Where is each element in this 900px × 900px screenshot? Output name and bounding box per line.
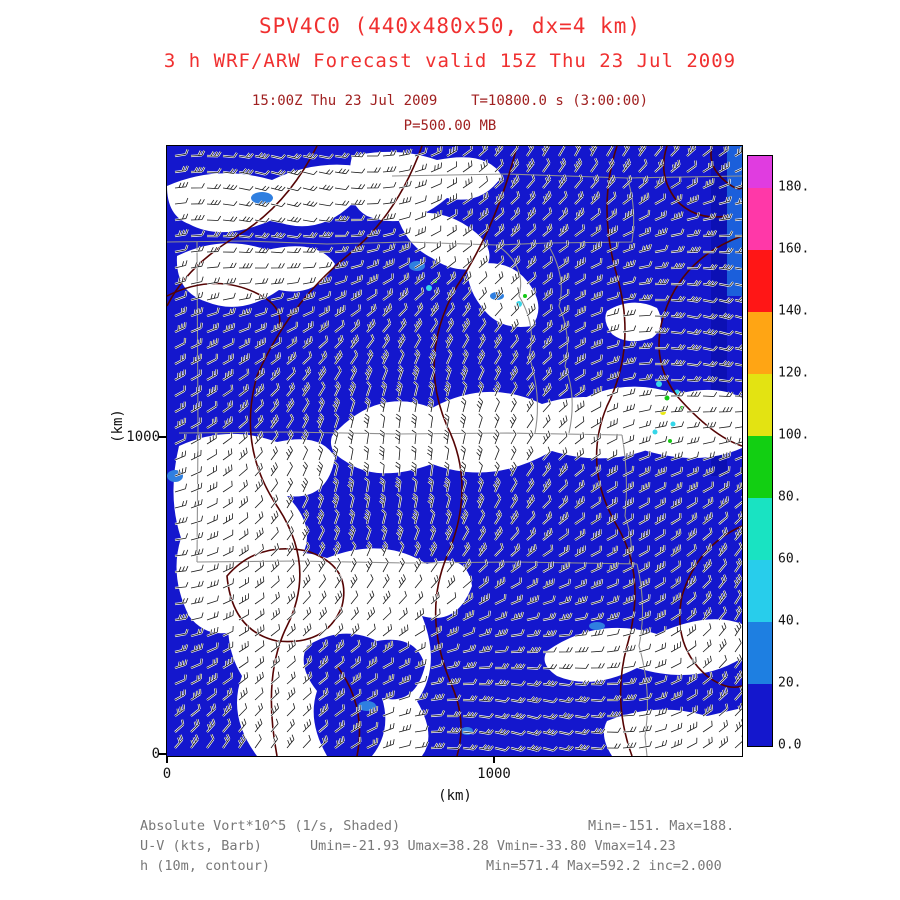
contour-field-label: h (10m, contour) <box>140 858 271 874</box>
colorbar-segment <box>748 156 772 188</box>
y-tick-0-label: 0 <box>151 746 160 762</box>
colorbar-tick-label: 80. <box>778 489 802 505</box>
wind-field-label: U-V (kts, Barb) <box>140 838 262 854</box>
valid-time-line: 15:00Z Thu 23 Jul 2009 T=10800.0 s (3:00… <box>251 93 649 109</box>
colorbar-tick-label: 20. <box>778 675 802 691</box>
y-tick-1000-mark <box>159 436 166 438</box>
wind-barbs-layer <box>174 146 742 752</box>
x-axis-label: (km) <box>438 788 472 804</box>
colorbar-tick-label: 40. <box>778 613 802 629</box>
colorbar-segment <box>748 622 772 684</box>
wind-field-stats: Umin=-21.93 Umax=38.28 Vmin=-33.80 Vmax=… <box>310 838 676 854</box>
colorbar-segment <box>748 560 772 622</box>
colorbar-tick-label: 140. <box>778 303 810 319</box>
colorbar-segment <box>748 436 772 498</box>
x-tick-1000-label: 1000 <box>477 766 511 782</box>
colorbar-segments <box>747 155 773 747</box>
colorbar-segment <box>748 312 772 374</box>
colorbar-tick-label: 160. <box>778 241 810 257</box>
shaded-field-label: Absolute Vort*10^5 (1/s, Shaded) <box>140 818 401 834</box>
x-tick-0-label: 0 <box>162 766 172 782</box>
contour-field-stats: Min=571.4 Max=592.2 inc=2.000 <box>486 858 722 874</box>
model-title: SPV4C0 (440x480x50, dx=4 km) <box>258 14 641 38</box>
y-tick-0-mark <box>159 753 166 755</box>
colorbar-segment <box>748 684 772 746</box>
colorbar-labels: 0.0 20. 40. 60. 80. 100. 120. 140. 160. 180. <box>778 155 830 753</box>
colorbar-tick-label: 100. <box>778 427 810 443</box>
colorbar-segment <box>748 250 772 312</box>
x-tick-0-mark <box>166 756 168 763</box>
shaded-field-stats: Min=-151. Max=188. <box>588 818 735 834</box>
map-plot <box>166 145 743 757</box>
colorbar-tick-label: 60. <box>778 551 802 567</box>
forecast-title: 3 h WRF/ARW Forecast valid 15Z Thu 23 Ju… <box>163 50 737 72</box>
colorbar-segment <box>748 188 772 250</box>
pressure-level-line: P=500.00 MB <box>403 118 497 134</box>
colorbar-tick-label: 0.0 <box>778 737 802 753</box>
colorbar-tick-label: 120. <box>778 365 810 381</box>
colorbar-tick-label: 180. <box>778 179 810 195</box>
y-tick-1000-label: 1000 <box>126 429 160 445</box>
x-tick-1000-mark <box>493 756 495 763</box>
colorbar-segment <box>748 374 772 436</box>
colorbar-segment <box>748 498 772 560</box>
y-axis-label: (km) <box>110 409 126 443</box>
